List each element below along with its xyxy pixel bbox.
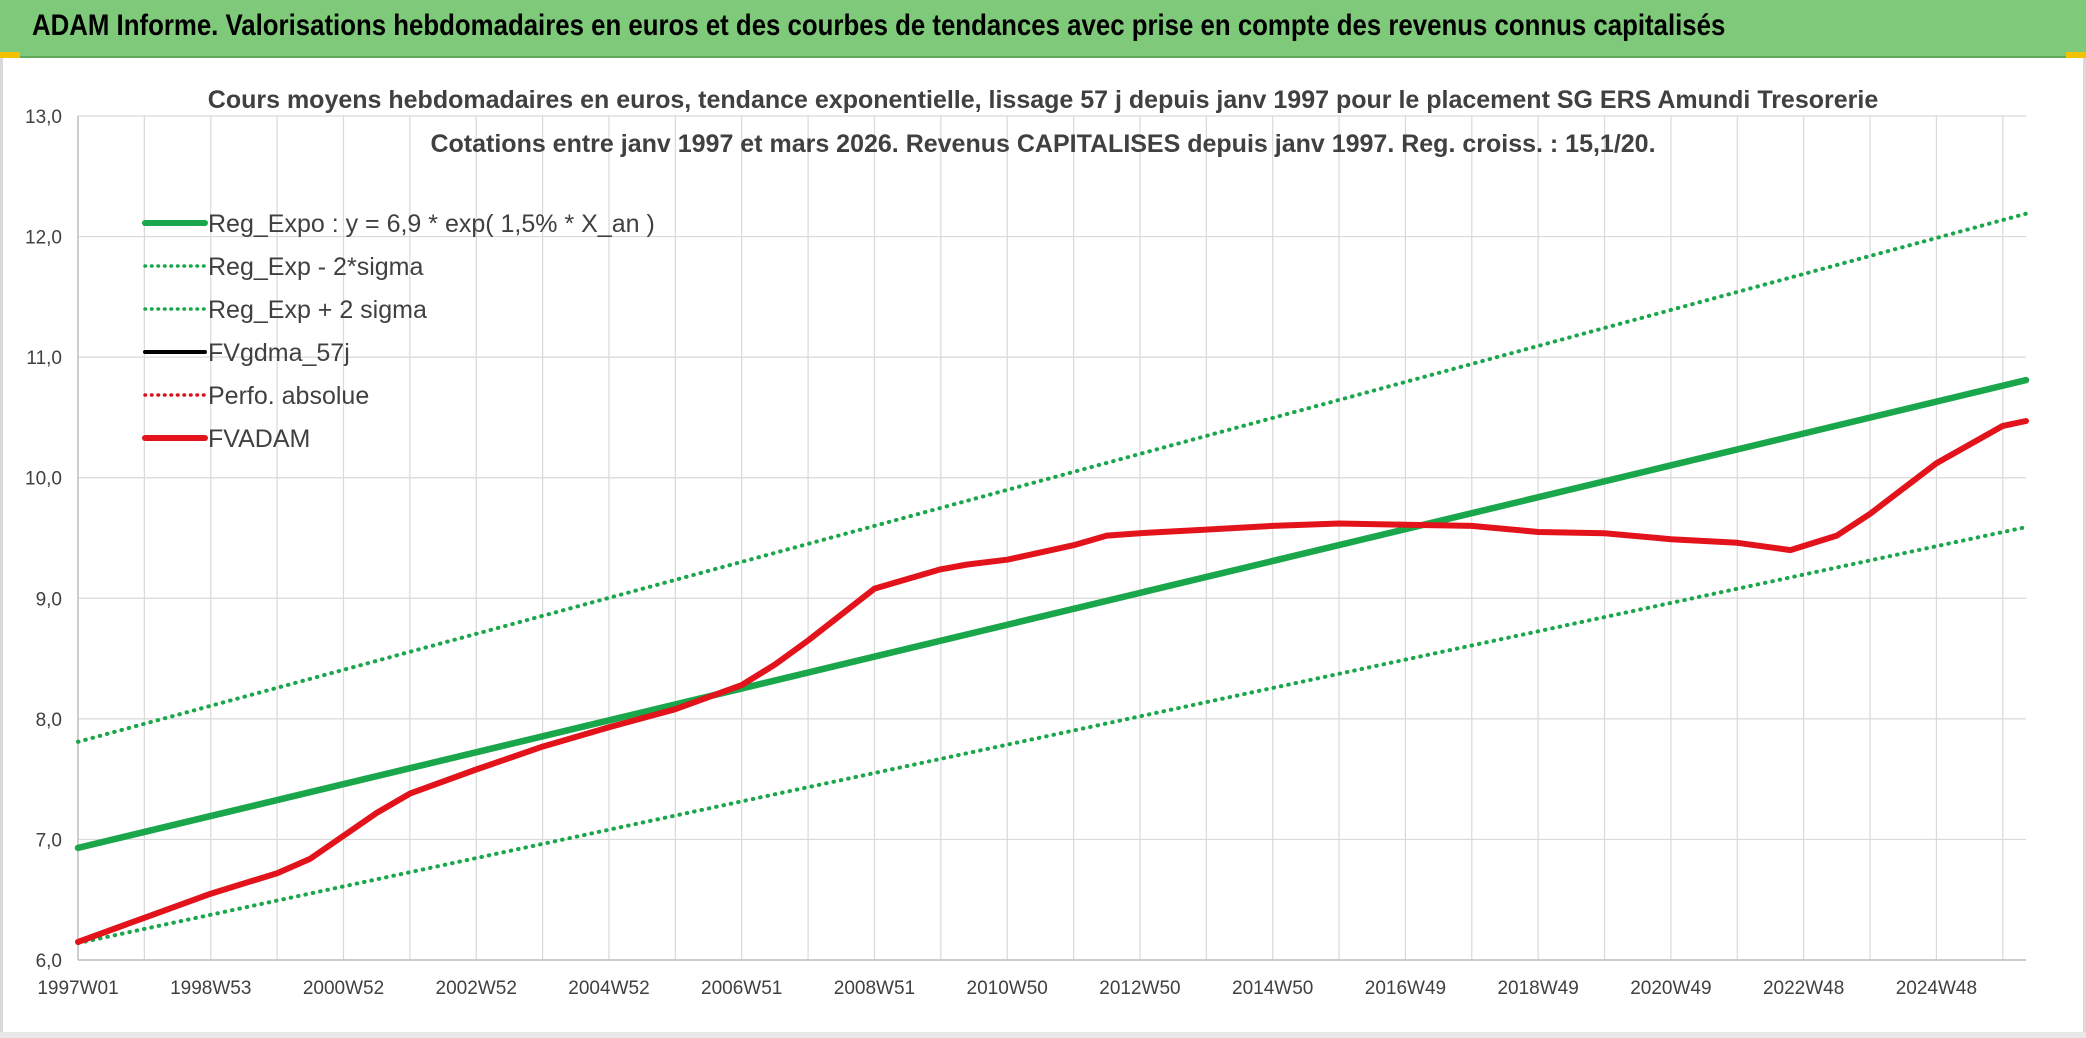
x-tick-label: 2004W52 [568, 978, 649, 999]
y-tick-label: 11,0 [26, 348, 62, 369]
series-line-1 [74, 376, 2030, 852]
chart-axes: 6,0 7,0 8,0 9,0 10,0 11,0 12,0 13,0 1997W01 1998W… [25, 107, 2026, 999]
line-chart: 6,0 7,0 8,0 9,0 10,0 11,0 12,0 13,0 1997W01 1998W… [25, 86, 2030, 999]
x-tick-label: 2016W49 [1365, 978, 1446, 999]
x-tick-label: 2022W48 [1763, 978, 1844, 999]
bottom-strip [0, 1032, 2086, 1038]
legend-label-3: Reg_Exp + 2 sigma [208, 296, 427, 324]
banner-accent-right [2066, 52, 2086, 58]
chart-series [74, 211, 2030, 946]
x-tick-label: 2024W48 [1896, 978, 1977, 999]
x-tick-label: 2018W49 [1497, 978, 1578, 999]
x-tick-label: 2020W49 [1630, 978, 1711, 999]
x-tick-label: 2000W52 [303, 978, 384, 999]
chart-title: Cours moyens hebdomadaires en euros, ten… [208, 86, 1879, 114]
x-tick-label: 2014W50 [1232, 978, 1313, 999]
series-line-2 [76, 525, 2028, 946]
chart-legend: Reg_Expo : y = 6,9 * exp( 1,5% * X_an ) R… [142, 210, 655, 453]
y-tick-label: 7,0 [36, 830, 62, 851]
legend-label-5: Perfo. absolue [208, 382, 369, 410]
y-tick-label: 6,0 [36, 951, 62, 972]
banner-accent-left [0, 52, 20, 58]
series-line-3 [76, 211, 2028, 744]
x-tick-label: 2008W51 [834, 978, 915, 999]
y-tick-label: 9,0 [36, 589, 62, 610]
x-tick-label: 2010W50 [967, 978, 1048, 999]
x-tick-label: 2006W51 [701, 978, 782, 999]
legend-label-4: FVgdma_57j [208, 339, 350, 367]
x-tick-label: 2002W52 [436, 978, 517, 999]
y-tick-label: 10,0 [25, 469, 62, 490]
y-tick-label: 13,0 [25, 107, 62, 128]
x-tick-label: 1997W01 [37, 978, 118, 999]
report-banner-title: ADAM Informe. Valorisations hebdomadaire… [32, 9, 1726, 42]
legend-label-1: Reg_Expo : y = 6,9 * exp( 1,5% * X_an ) [208, 210, 655, 238]
legend-label-6: FVADAM [208, 425, 310, 453]
series-line-6 [75, 418, 2029, 945]
x-tick-label: 1998W53 [170, 978, 251, 999]
y-tick-label: 8,0 [36, 710, 62, 731]
x-tick-label: 2012W50 [1099, 978, 1180, 999]
report-banner: ADAM Informe. Valorisations hebdomadaire… [0, 0, 2086, 58]
legend-label-2: Reg_Exp - 2*sigma [208, 253, 423, 281]
chart-subtitle: Cotations entre janv 1997 et mars 2026. … [430, 130, 1655, 158]
y-tick-label: 12,0 [25, 228, 62, 249]
chart-grid [77, 115, 2026, 961]
